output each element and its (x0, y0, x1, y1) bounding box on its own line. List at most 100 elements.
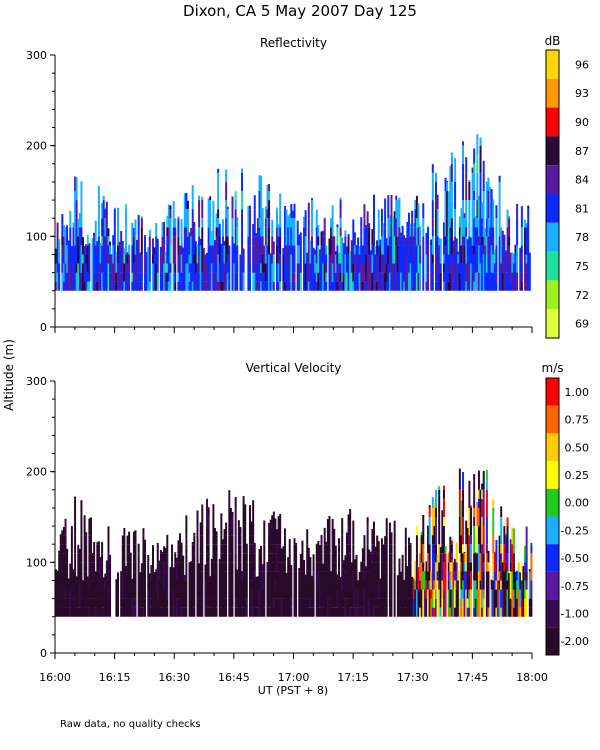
heatmap-cell (148, 598, 151, 617)
heatmap-cell (517, 589, 520, 617)
heatmap-cell (338, 589, 341, 617)
heatmap-cell (407, 272, 410, 291)
heatmap-cell (131, 598, 134, 617)
heatmap-cell (427, 227, 430, 246)
heatmap-cell (223, 528, 226, 545)
heatmap-cell (352, 219, 355, 237)
heatmap-cell (390, 272, 393, 291)
heatmap-cell (69, 210, 72, 228)
heatmap-cell (128, 580, 131, 590)
heatmap-cell (376, 598, 379, 608)
heatmap-cell (462, 163, 465, 173)
heatmap-cell (441, 598, 444, 617)
heatmap-cell (196, 244, 199, 264)
heatmap-cell (123, 535, 126, 563)
heatmap-cell (409, 543, 412, 545)
heatmap-cell (363, 263, 366, 291)
heatmap-cell (89, 553, 92, 563)
heatmap-cell (347, 514, 350, 517)
heatmap-cell (450, 218, 453, 228)
heatmap-cell (94, 220, 97, 246)
heatmap-cell (323, 263, 326, 282)
heatmap-cell (137, 543, 140, 554)
heatmap-cell (231, 254, 234, 264)
heatmap-cell (436, 580, 439, 608)
heatmap-cell (318, 607, 321, 617)
heatmap-cell (117, 209, 119, 219)
heatmap-cell (93, 542, 96, 563)
x-axis-label: UT (PST + 8) (258, 684, 328, 697)
heatmap-cell (241, 607, 244, 617)
heatmap-cell (91, 571, 94, 599)
heatmap-cell (468, 200, 471, 210)
heatmap-cell (293, 281, 296, 291)
heatmap-cell (258, 589, 261, 617)
heatmap-cell (336, 272, 339, 282)
heatmap-cell (269, 281, 272, 291)
heatmap-cell (78, 580, 81, 608)
heatmap-cell (411, 263, 414, 273)
heatmap-cell (469, 237, 472, 246)
heatmap-cell (465, 520, 468, 536)
heatmap-cell (207, 272, 210, 291)
heatmap-cell (512, 607, 515, 617)
heatmap-cell (83, 245, 86, 255)
heatmap-cell (468, 263, 471, 291)
heatmap-cell (333, 254, 336, 273)
heatmap-cell (234, 209, 237, 228)
heatmap-cell (490, 272, 493, 291)
heatmap-cell (193, 222, 196, 228)
heatmap-cell (242, 498, 245, 527)
heatmap-cell (307, 547, 310, 554)
heatmap-cell (463, 552, 466, 554)
heatmap-cell (449, 607, 452, 617)
heatmap-cell (293, 245, 296, 273)
heatmap-cell (525, 263, 528, 291)
heatmap-cell (309, 607, 312, 617)
heatmap-cell (358, 281, 361, 291)
heatmap-cell (158, 589, 161, 617)
colorbar-swatch (546, 516, 559, 545)
heatmap-cell (504, 272, 507, 291)
heatmap-cell (101, 202, 104, 219)
heatmap-cell (252, 607, 255, 617)
heatmap-cell (310, 589, 313, 608)
heatmap-cell (403, 579, 406, 581)
heatmap-cell (473, 254, 476, 282)
heatmap-cell (209, 218, 212, 246)
heatmap-cell (474, 553, 477, 581)
heatmap-cell (392, 263, 395, 291)
heatmap-cell (322, 236, 325, 255)
heatmap-cell (58, 550, 61, 554)
heatmap-cell (325, 254, 328, 273)
heatmap-cell (361, 553, 364, 563)
heatmap-cell (439, 547, 442, 554)
heatmap-cell (366, 526, 369, 545)
heatmap-cell (481, 483, 484, 490)
heatmap-cell (314, 249, 317, 255)
heatmap-cell (201, 200, 204, 219)
heatmap-cell (244, 571, 247, 581)
heatmap-cell (449, 245, 452, 264)
colorbar-frame (545, 49, 560, 339)
heatmap-cell (524, 227, 527, 255)
heatmap-cell (78, 227, 81, 237)
heatmap-cell (64, 535, 67, 545)
heatmap-cell (477, 526, 480, 545)
heatmap-cell (477, 218, 480, 237)
heatmap-cell (139, 254, 142, 264)
heatmap-cell (124, 227, 127, 255)
heatmap-cell (524, 219, 527, 228)
heatmap-cell (450, 571, 453, 590)
heatmap-cell (520, 562, 523, 581)
heatmap-cell (142, 571, 145, 581)
heatmap-cell (104, 263, 107, 291)
heatmap-cell (393, 218, 396, 237)
heatmap-cell (159, 246, 162, 255)
heatmap-cell (217, 254, 220, 282)
heatmap-cell (406, 589, 409, 617)
heatmap-cell (140, 571, 143, 599)
heatmap-cell (113, 227, 116, 246)
colorbar-swatch (546, 222, 559, 252)
heatmap-cell (260, 272, 263, 282)
